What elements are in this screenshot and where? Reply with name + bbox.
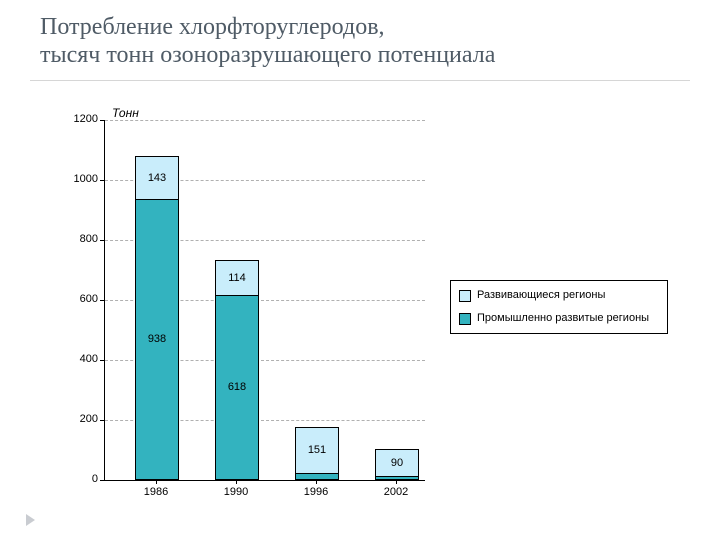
bar-segment-industrial: 618	[215, 295, 259, 480]
y-tick-label: 1000	[64, 173, 98, 185]
legend-label-developing: Развивающиеся регионы	[477, 289, 605, 302]
legend-swatch-developing	[459, 290, 471, 302]
divider	[30, 80, 690, 81]
y-tick-label: 600	[64, 293, 98, 305]
bar-2002: 90	[375, 449, 419, 481]
y-tick	[100, 360, 104, 361]
bar-1996: 151	[295, 427, 339, 480]
y-tick	[100, 240, 104, 241]
y-tick-label: 0	[64, 473, 98, 485]
bar-segment-developing: 90	[375, 449, 419, 476]
x-tick-label: 1990	[214, 486, 258, 498]
slide: Потребление хлорфторуглеродов,тысяч тонн…	[0, 0, 720, 540]
legend-item-industrial: Промышленно развитые регионы	[459, 312, 659, 325]
slide-title: Потребление хлорфторуглеродов,тысяч тонн…	[40, 14, 680, 69]
y-tick	[100, 180, 104, 181]
x-tick	[316, 480, 317, 484]
bar-segment-industrial	[295, 473, 339, 481]
y-tick-label: 200	[64, 413, 98, 425]
bar-segment-industrial	[375, 476, 419, 481]
y-tick-label: 1200	[64, 113, 98, 125]
y-tick-label: 400	[64, 353, 98, 365]
bar-segment-developing: 114	[215, 260, 259, 294]
x-tick-label: 1996	[294, 486, 338, 498]
legend-label-industrial: Промышленно развитые регионы	[477, 312, 649, 325]
bar-segment-developing: 143	[135, 156, 179, 199]
bar-segment-developing: 151	[295, 427, 339, 472]
y-tick	[100, 120, 104, 121]
y-tick	[100, 480, 104, 481]
x-tick	[396, 480, 397, 484]
legend-item-developing: Развивающиеся регионы	[459, 289, 659, 302]
bar-segment-industrial: 938	[135, 199, 179, 480]
legend: Развивающиеся регионы Промышленно развит…	[450, 280, 668, 334]
x-tick-label: 1986	[134, 486, 178, 498]
x-tick	[236, 480, 237, 484]
bar-1986: 938143	[135, 156, 179, 480]
cfc-bar-chart: Тонн 93814361811415190 Развивающиеся рег…	[40, 110, 680, 510]
y-tick	[100, 300, 104, 301]
y-tick-label: 800	[64, 233, 98, 245]
bar-1990: 618114	[215, 260, 259, 480]
plot-area: 938143 618114 151 90	[104, 120, 425, 481]
x-tick	[156, 480, 157, 484]
y-axis-unit-label: Тонн	[112, 106, 139, 120]
y-tick	[100, 420, 104, 421]
grid-line	[105, 120, 425, 121]
legend-swatch-industrial	[459, 313, 471, 325]
x-tick-label: 2002	[374, 486, 418, 498]
slide-marker-icon	[26, 514, 35, 526]
